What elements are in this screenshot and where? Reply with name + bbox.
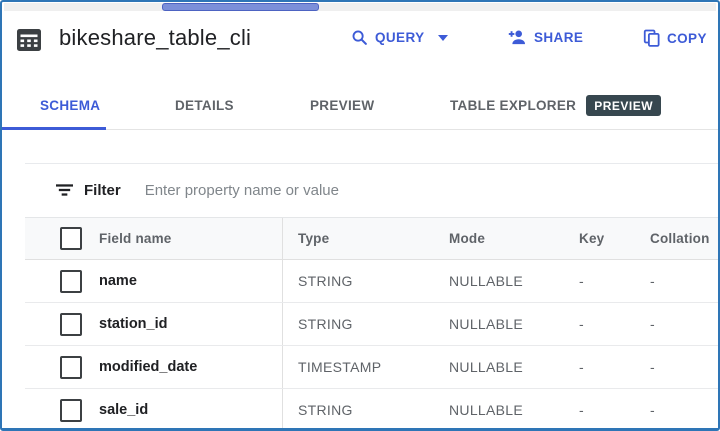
tab-details-label: DETAILS — [175, 97, 234, 113]
header-checkbox-cell — [25, 218, 82, 259]
field-type: TIMESTAMP — [298, 359, 382, 375]
card-top-divider — [25, 163, 718, 164]
query-button[interactable]: QUERY — [351, 29, 448, 46]
field-mode: NULLABLE — [449, 402, 523, 418]
table-row: modified_date TIMESTAMP NULLABLE - - — [25, 346, 718, 389]
share-button[interactable]: SHARE — [508, 29, 583, 45]
table-header-row: Field name Type Mode Key Collation — [25, 217, 718, 260]
row-checkbox[interactable] — [60, 269, 82, 293]
tab-schema[interactable]: SCHEMA — [40, 82, 100, 128]
preview-badge: PREVIEW — [586, 94, 662, 116]
horizontal-scrollbar-thumb[interactable] — [162, 3, 319, 11]
field-type: STRING — [298, 273, 353, 289]
field-collation: - — [650, 273, 655, 289]
person-add-icon — [508, 30, 526, 45]
dropdown-caret-icon — [437, 34, 448, 41]
field-name: sale_id — [99, 402, 149, 418]
row-checkbox-cell — [25, 389, 82, 428]
share-button-label: SHARE — [534, 29, 584, 45]
header-bar: bikeshare_table_cli QUERY SHARE C — [2, 16, 718, 66]
page-title: bikeshare_table_cli — [59, 25, 252, 50]
field-type: STRING — [298, 402, 353, 418]
field-name: modified_date — [99, 359, 198, 375]
tab-preview[interactable]: PREVIEW — [310, 82, 374, 128]
schema-table: Field name Type Mode Key Collation name … — [2, 217, 718, 428]
row-checkbox[interactable] — [60, 312, 82, 336]
tab-table-explorer[interactable]: TABLE EXPLORER PREVIEW — [450, 82, 662, 128]
row-checkbox[interactable] — [60, 398, 82, 422]
column-header-collation: Collation — [650, 231, 710, 246]
table-icon — [17, 29, 41, 51]
field-collation: - — [650, 359, 655, 375]
row-checkbox-cell — [25, 346, 82, 388]
copy-icon — [643, 29, 660, 47]
field-key: - — [579, 316, 584, 332]
filter-icon — [56, 184, 73, 196]
search-icon — [352, 30, 367, 45]
query-button-label: QUERY — [375, 30, 425, 45]
field-collation: - — [650, 402, 655, 418]
tab-details[interactable]: DETAILS — [175, 82, 234, 128]
copy-button-label: COPY — [667, 30, 707, 46]
field-name: station_id — [99, 316, 168, 332]
row-checkbox[interactable] — [60, 355, 82, 379]
field-key: - — [579, 273, 584, 289]
column-header-key: Key — [579, 231, 605, 246]
filter-input[interactable] — [142, 180, 718, 200]
table-row: station_id STRING NULLABLE - - — [25, 303, 718, 346]
row-checkbox-cell — [25, 303, 82, 345]
table-row: name STRING NULLABLE - - — [25, 260, 718, 303]
tab-bar: SCHEMA DETAILS PREVIEW TABLE EXPLORER PR… — [2, 82, 718, 130]
field-collation: - — [650, 316, 655, 332]
column-header-mode: Mode — [449, 231, 486, 246]
column-header-field-name: Field name — [99, 231, 172, 246]
field-key: - — [579, 402, 584, 418]
tab-table-explorer-label: TABLE EXPLORER — [450, 97, 577, 113]
tab-schema-label: SCHEMA — [40, 97, 101, 113]
field-mode: NULLABLE — [449, 316, 523, 332]
copy-button[interactable]: COPY — [643, 29, 707, 47]
field-key: - — [579, 359, 584, 375]
filter-label: Filter — [84, 181, 121, 199]
select-all-checkbox[interactable] — [60, 227, 82, 250]
horizontal-scrollbar[interactable] — [4, 3, 716, 11]
tab-preview-label: PREVIEW — [310, 97, 375, 113]
field-mode: NULLABLE — [449, 273, 523, 289]
filter-bar: Filter — [25, 164, 718, 216]
field-mode: NULLABLE — [449, 359, 523, 375]
table-row: sale_id STRING NULLABLE - - — [25, 389, 718, 428]
active-tab-indicator — [2, 127, 106, 130]
field-type: STRING — [298, 316, 353, 332]
field-name: name — [99, 273, 137, 289]
column-header-type: Type — [282, 218, 447, 259]
row-checkbox-cell — [25, 260, 82, 302]
